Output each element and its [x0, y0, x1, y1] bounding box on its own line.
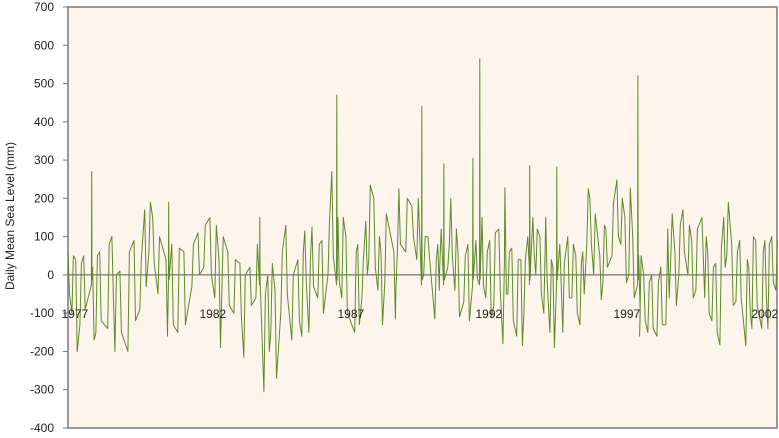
y-tick-label: 600	[34, 38, 54, 52]
y-axis-title: Daily Mean Sea Level (mm)	[3, 142, 17, 290]
series-line-daily-mean-sea-level	[67, 58, 778, 393]
x-tick-label: 1992	[475, 307, 502, 321]
y-tick-label: 100	[34, 230, 54, 244]
y-tick-label: 300	[34, 153, 54, 167]
y-tick-label: -100	[30, 306, 54, 320]
y-axis: -400 -300 -200 -100 0 100 200 300 400 500 600 700	[30, 0, 68, 435]
y-tick-label: -400	[30, 421, 54, 435]
y-tick-label: 0	[47, 268, 54, 282]
x-tick-label: 1987	[337, 307, 364, 321]
y-tick-label: 700	[34, 0, 54, 14]
x-tick-label: 2002	[751, 307, 778, 321]
y-tick-label: -300	[30, 383, 54, 397]
x-tick-label: 1982	[200, 307, 227, 321]
x-tick-label: 1977	[62, 307, 89, 321]
x-axis: 1977 1982 1987 1992 1997 2002	[62, 307, 779, 321]
y-tick-label: -200	[30, 344, 54, 358]
x-tick-label: 1997	[613, 307, 640, 321]
y-tick-label: 400	[34, 115, 54, 129]
y-tick-label: 500	[34, 77, 54, 91]
plot-area	[67, 6, 778, 429]
y-tick-label: 200	[34, 191, 54, 205]
